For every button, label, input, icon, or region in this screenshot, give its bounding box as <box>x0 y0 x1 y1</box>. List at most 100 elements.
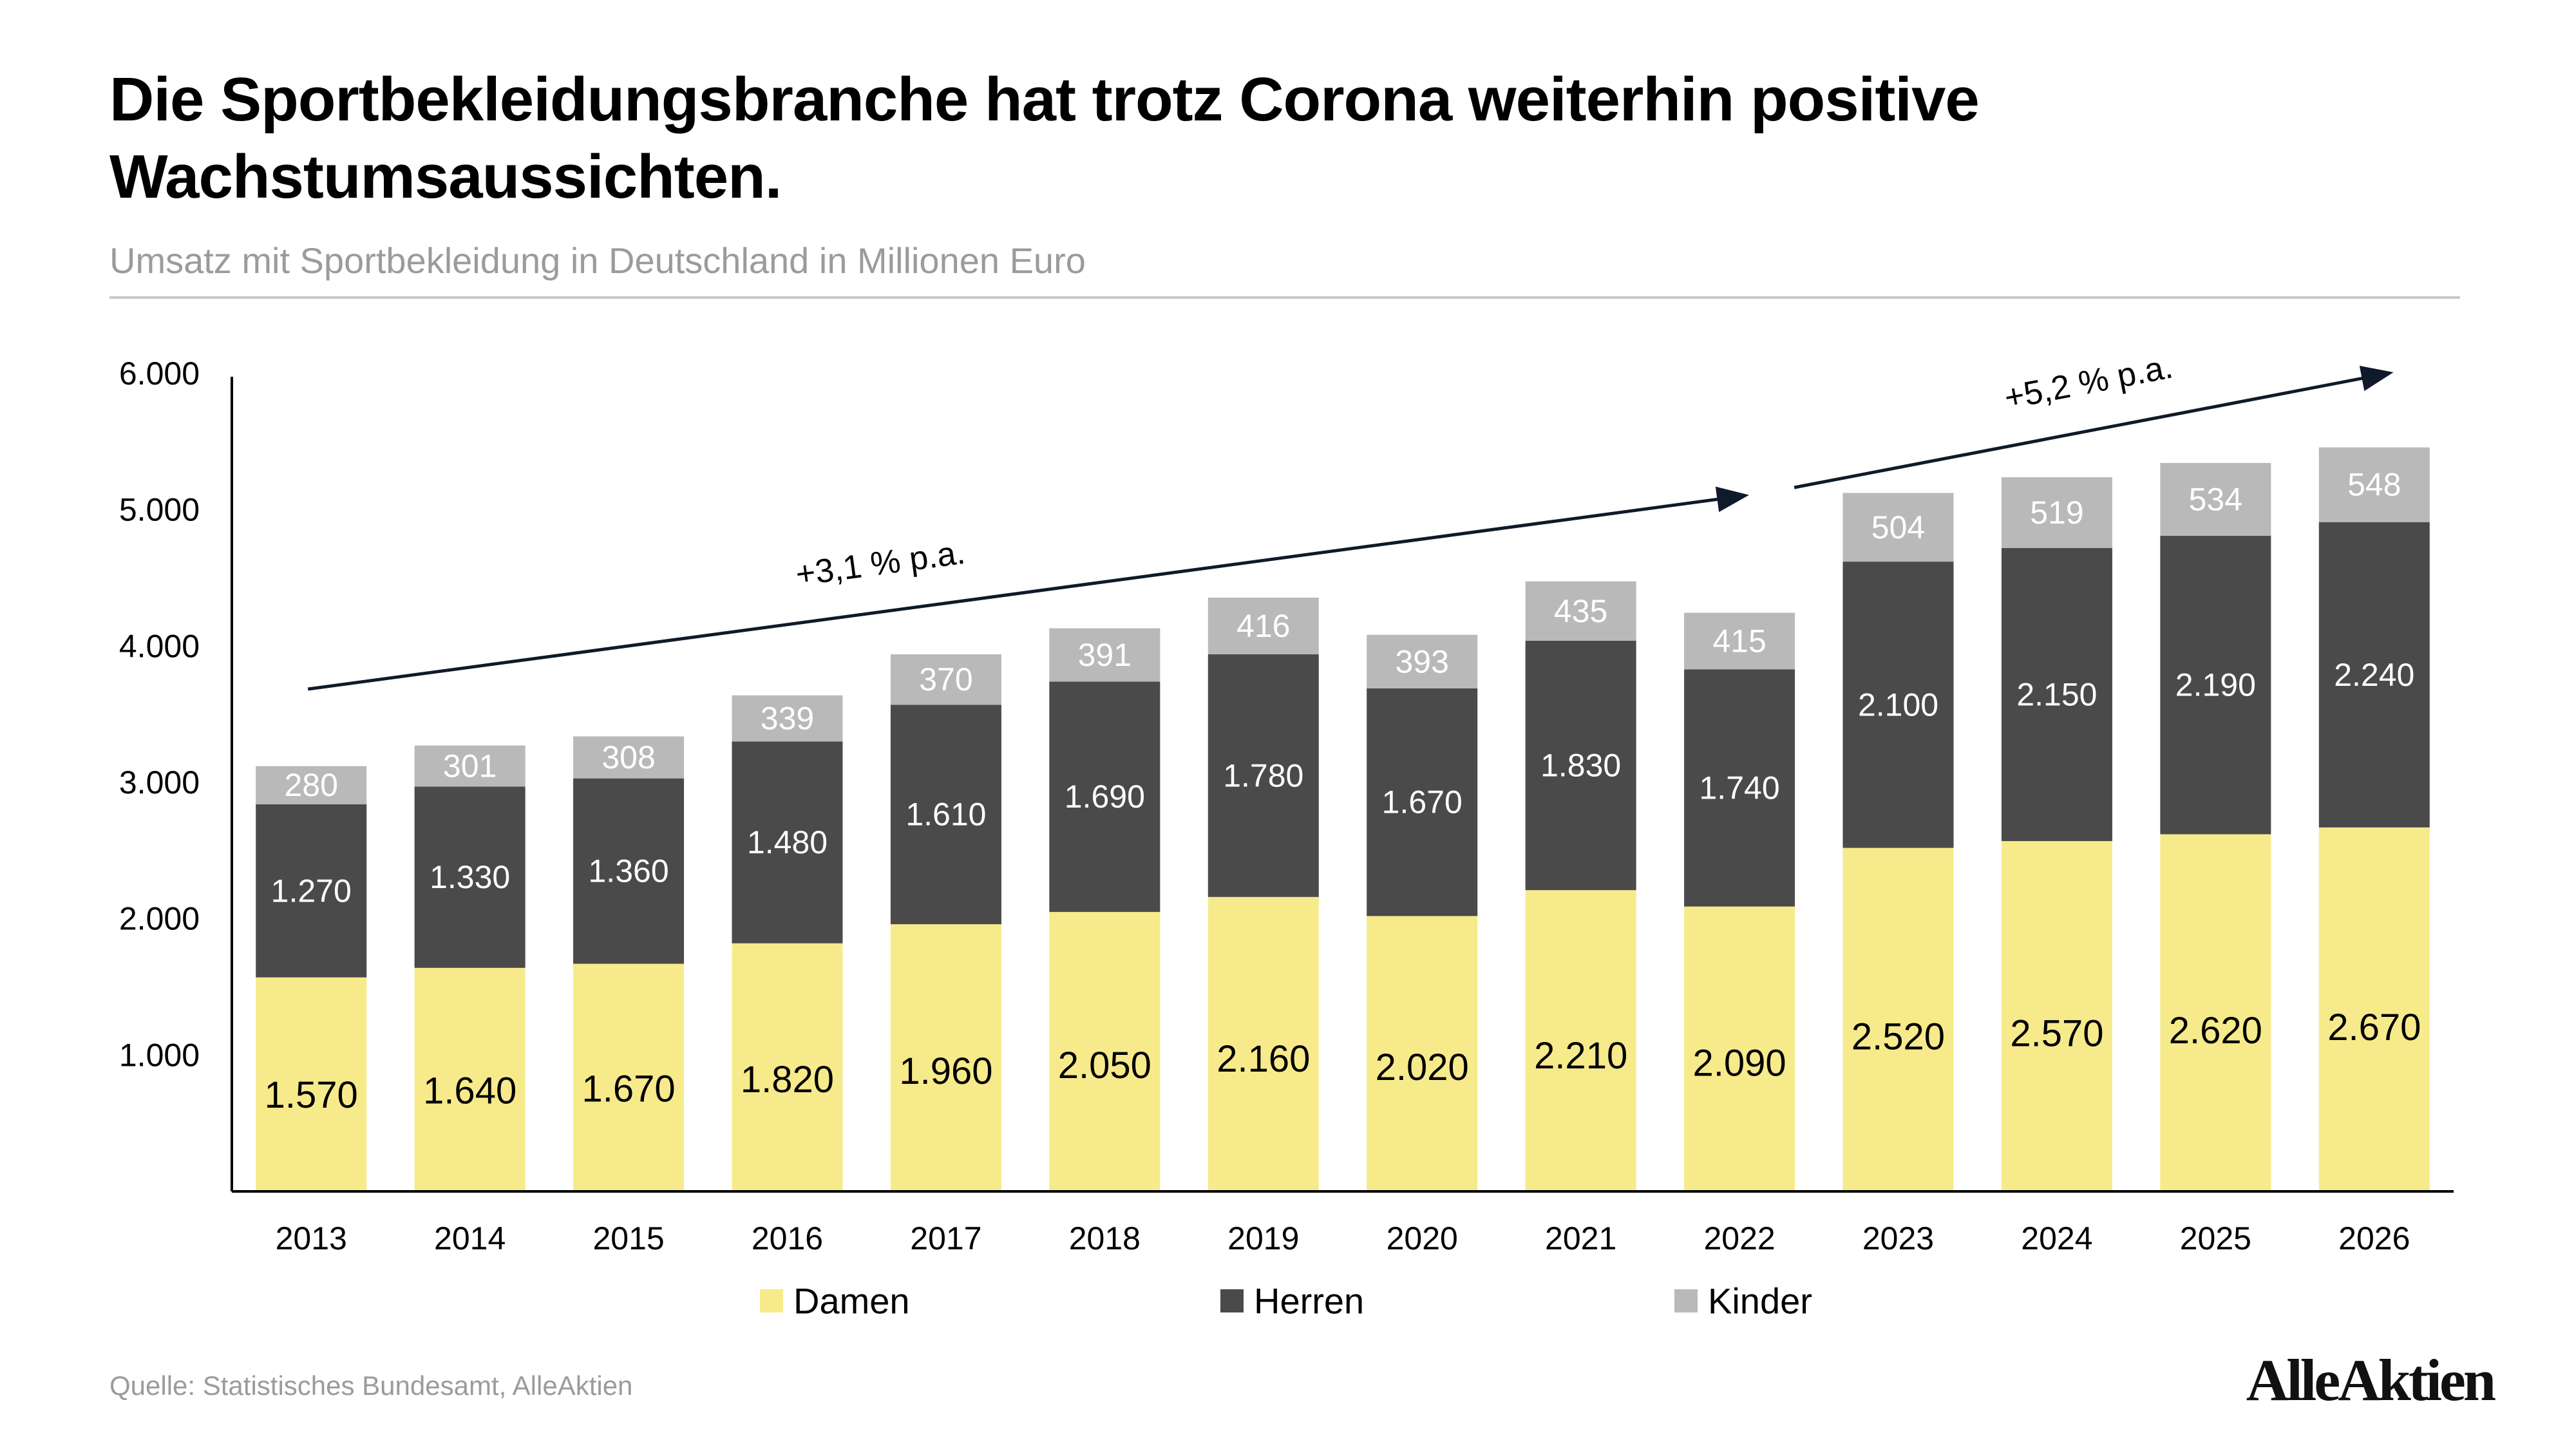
data-label-herren-2025: 2.190 <box>2175 667 2256 703</box>
x-tick-label-2013: 2013 <box>276 1220 347 1256</box>
bar-kinder-2023 <box>1842 493 1954 562</box>
bar-herren-2018 <box>1049 681 1160 913</box>
legend-item-damen: Damen <box>760 1281 910 1321</box>
x-tick-label-2018: 2018 <box>1069 1220 1141 1256</box>
data-label-herren-2022: 1.740 <box>1700 770 1780 806</box>
data-label-herren-2013: 1.270 <box>271 873 352 909</box>
data-label-herren-2015: 1.360 <box>589 853 669 889</box>
bar-damen-2016 <box>732 943 843 1191</box>
x-tick-label-2026: 2026 <box>2338 1220 2410 1256</box>
data-label-damen-2017: 1.960 <box>899 1050 992 1092</box>
bar-damen-2018 <box>1049 912 1160 1191</box>
bar-damen-2015 <box>573 963 685 1191</box>
bar-herren-2016 <box>732 741 843 943</box>
growth-label-2022-2026: +5,2 % p.a. <box>2002 348 2176 417</box>
x-tick-label-2014: 2014 <box>434 1220 506 1256</box>
x-tick-label-2022: 2022 <box>1703 1220 1775 1256</box>
data-label-kinder-2018: 391 <box>1078 637 1132 673</box>
growth-arrow-2013-2022 <box>307 486 1749 691</box>
bar-kinder-2020 <box>1367 634 1478 688</box>
data-label-kinder-2026: 548 <box>2347 467 2401 503</box>
data-label-herren-2021: 1.830 <box>1540 748 1621 784</box>
bar-damen-2025 <box>2160 834 2271 1191</box>
bar-damen-2022 <box>1684 906 1795 1191</box>
data-label-damen-2018: 2.050 <box>1058 1045 1151 1086</box>
bar-kinder-2013 <box>256 766 367 804</box>
y-tick-label-3000: 3.000 <box>119 764 200 800</box>
bar-herren-2020 <box>1367 688 1478 916</box>
bar-kinder-2018 <box>1049 628 1160 682</box>
data-label-damen-2016: 1.820 <box>741 1059 834 1101</box>
bar-damen-2023 <box>1842 848 1954 1191</box>
data-label-damen-2023: 2.520 <box>1852 1016 1945 1057</box>
bar-damen-2019 <box>1208 896 1319 1191</box>
data-label-damen-2024: 2.570 <box>2010 1013 2103 1055</box>
data-label-herren-2018: 1.690 <box>1065 779 1145 815</box>
subtitle-divider <box>109 296 2460 299</box>
bar-kinder-2025 <box>2160 462 2271 536</box>
y-tick-label-6000: 6.000 <box>119 355 200 392</box>
data-label-herren-2026: 2.240 <box>2334 657 2414 693</box>
x-tick-label-2019: 2019 <box>1227 1220 1299 1256</box>
legend-swatch-damen <box>760 1289 783 1312</box>
legend: Damen Herren Kinder <box>760 1281 1812 1321</box>
bar-kinder-2017 <box>890 654 1001 705</box>
data-label-herren-2023: 2.100 <box>1858 687 1938 723</box>
legend-label-damen: Damen <box>793 1281 910 1321</box>
growth-label-2013-2022: +3,1 % p.a. <box>793 534 967 594</box>
data-label-damen-2021: 2.210 <box>1534 1035 1627 1077</box>
bar-herren-2015 <box>573 778 685 964</box>
data-label-kinder-2025: 534 <box>2189 481 2242 517</box>
bar-herren-2013 <box>256 804 367 978</box>
data-label-damen-2022: 2.090 <box>1692 1042 1786 1084</box>
legend-label-kinder: Kinder <box>1708 1281 1812 1321</box>
data-label-damen-2013: 1.570 <box>265 1074 358 1116</box>
data-label-kinder-2020: 393 <box>1395 643 1448 679</box>
bar-herren-2026 <box>2318 522 2430 828</box>
x-tick-label-2024: 2024 <box>2021 1220 2092 1256</box>
data-label-herren-2020: 1.670 <box>1382 784 1463 820</box>
bar-kinder-2022 <box>1684 612 1795 670</box>
bar-damen-2017 <box>890 924 1001 1191</box>
bar-damen-2014 <box>414 967 526 1191</box>
data-label-kinder-2021: 435 <box>1554 593 1607 629</box>
data-label-kinder-2022: 415 <box>1712 623 1766 659</box>
bar-herren-2022 <box>1684 669 1795 907</box>
data-label-kinder-2014: 301 <box>443 748 497 784</box>
brand-logo: AlleAktien <box>2246 1347 2496 1413</box>
bar-damen-2026 <box>2318 827 2430 1191</box>
data-label-damen-2025: 2.620 <box>2169 1010 2262 1052</box>
data-label-kinder-2015: 308 <box>601 739 655 775</box>
x-tick-label-2020: 2020 <box>1387 1220 1458 1256</box>
data-label-kinder-2017: 370 <box>919 661 972 697</box>
bar-herren-2019 <box>1208 654 1319 897</box>
y-tick-label-5000: 5.000 <box>119 492 200 528</box>
axes-layer: 2013 2014 2015 2016 2017 2018 2019 2020 2021 2022… <box>119 355 2454 1256</box>
bar-herren-2017 <box>890 705 1001 925</box>
chart-subtitle: Umsatz mit Sportbekleidung in Deutschlan… <box>109 240 1086 281</box>
data-label-herren-2019: 1.780 <box>1223 757 1303 793</box>
bar-kinder-2019 <box>1208 597 1319 655</box>
data-label-kinder-2024: 519 <box>2030 495 2083 531</box>
data-label-damen-2015: 1.670 <box>582 1068 675 1110</box>
legend-swatch-herren <box>1220 1289 1244 1312</box>
x-tick-label-2023: 2023 <box>1862 1220 1934 1256</box>
bar-damen-2024 <box>2001 841 2112 1191</box>
bar-damen-2013 <box>256 977 367 1191</box>
bar-kinder-2021 <box>1525 581 1636 641</box>
bar-herren-2021 <box>1525 640 1636 891</box>
y-tick-label-1000: 1.000 <box>119 1037 200 1073</box>
data-label-herren-2016: 1.480 <box>747 824 828 860</box>
data-label-damen-2020: 2.020 <box>1376 1046 1469 1088</box>
data-label-kinder-2013: 280 <box>284 767 337 803</box>
legend-swatch-kinder <box>1674 1289 1698 1312</box>
growth-arrow-2022-2026 <box>1794 365 2394 489</box>
data-label-herren-2024: 2.150 <box>2016 676 2097 712</box>
bar-herren-2024 <box>2001 547 2112 842</box>
bar-herren-2014 <box>414 786 526 968</box>
bar-kinder-2026 <box>2318 447 2430 522</box>
x-tick-label-2017: 2017 <box>910 1220 981 1256</box>
bars-layer: 1.570 1.270 280 1.640 1.330 301 1.670 1.360 308 1… <box>256 447 2430 1191</box>
x-tick-label-2021: 2021 <box>1545 1220 1616 1256</box>
